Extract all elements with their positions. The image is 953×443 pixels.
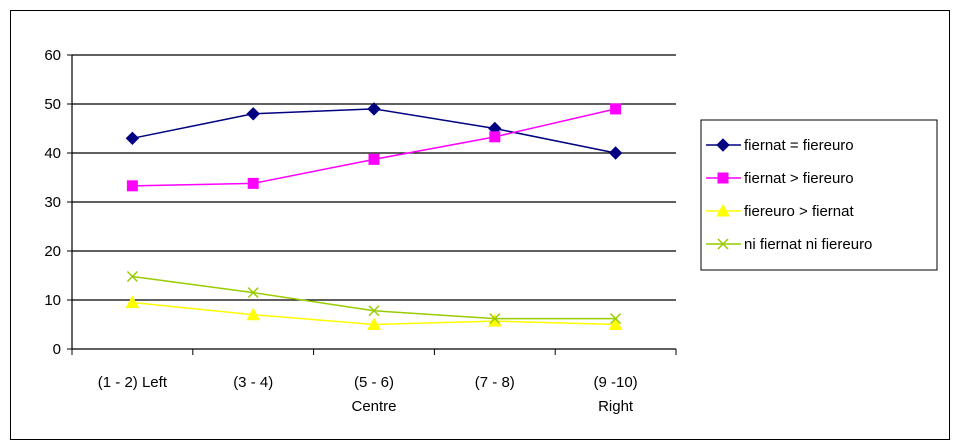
legend-item: fiereuro > fiernat	[706, 203, 854, 220]
data-point	[125, 131, 140, 146]
x-tick-label: (9 -10) Right	[594, 374, 638, 415]
data-point	[126, 180, 138, 192]
y-tick-label: 20	[44, 243, 61, 260]
data-point	[489, 313, 501, 325]
legend-label: fiereuro > fiernat	[744, 203, 854, 220]
legend-marker	[716, 138, 730, 152]
legend: fiernat = fiereuro fiernat > fiereuro fier…	[700, 119, 938, 271]
y-tick-label: 30	[44, 194, 61, 211]
marker-stroke	[717, 238, 729, 250]
y-tick-label: 60	[44, 47, 61, 64]
series-2	[126, 103, 622, 192]
legend-label: ni fiernat ni fiereuro	[744, 236, 872, 253]
series-1	[125, 102, 623, 160]
y-tick-label: 40	[44, 145, 61, 162]
x-tick-label: (3 - 4)	[233, 374, 273, 391]
data-point	[367, 317, 381, 330]
data-point	[610, 103, 622, 115]
data-point	[246, 307, 261, 321]
legend-label: fiernat > fiereuro	[744, 170, 854, 187]
marker-stroke	[126, 270, 138, 283]
y-tick-label: 0	[53, 341, 61, 358]
series-line	[132, 108, 616, 187]
data-point	[247, 287, 259, 299]
legend-label: fiernat = fiereuro	[744, 137, 854, 154]
data-point	[610, 313, 622, 325]
x-tick-label: (1 - 2) Left	[98, 374, 168, 391]
y-tick-label: 10	[44, 292, 61, 309]
series-line	[132, 275, 616, 320]
data-point	[368, 305, 380, 317]
legend-marker	[716, 203, 730, 217]
legend-item: fiernat > fiereuro	[706, 170, 854, 187]
marker-stroke	[489, 313, 501, 325]
data-point	[125, 295, 140, 308]
legend-item: ni fiernat ni fiereuro	[706, 236, 872, 253]
marker-stroke	[247, 287, 259, 299]
legend-marker	[717, 238, 729, 250]
x-tick-label: (7 - 8)	[475, 374, 515, 391]
legend-marker	[717, 172, 729, 184]
series-4	[126, 270, 622, 325]
data-point	[368, 153, 380, 165]
y-tick-label: 50	[44, 96, 61, 113]
marker-stroke	[368, 305, 380, 317]
data-point	[608, 317, 623, 330]
data-point	[126, 270, 138, 283]
legend-item: fiernat = fiereuro	[706, 137, 854, 154]
data-point	[246, 107, 260, 121]
data-point	[608, 146, 623, 160]
data-point	[247, 177, 259, 189]
data-point	[489, 131, 501, 143]
series-3	[125, 295, 623, 330]
marker-stroke	[610, 313, 622, 325]
x-tick-label: (5 - 6) Centre	[351, 374, 396, 415]
data-point	[367, 102, 381, 116]
